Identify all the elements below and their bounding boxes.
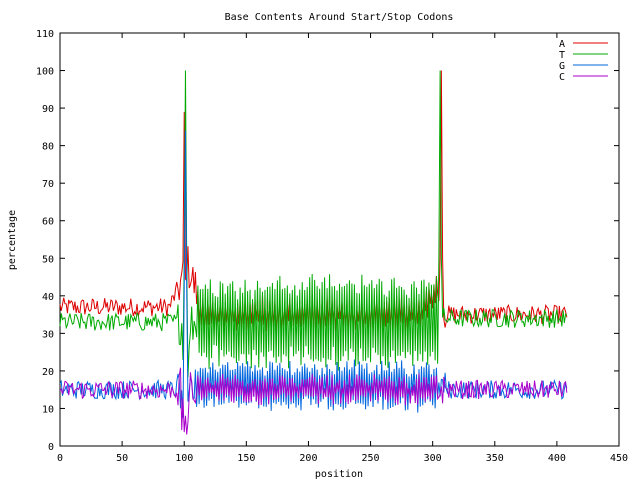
x-tick-label: 200: [299, 453, 317, 464]
y-tick-label: 70: [42, 179, 54, 190]
y-tick-label: 40: [42, 292, 54, 303]
x-tick-label: 150: [237, 453, 255, 464]
y-tick-label: 10: [42, 404, 54, 415]
x-tick-label: 400: [548, 453, 566, 464]
y-tick-label: 0: [48, 442, 54, 453]
legend-label-c: C: [559, 72, 565, 83]
x-tick-label: 350: [486, 453, 504, 464]
x-tick-label: 300: [424, 453, 442, 464]
x-tick-label: 0: [57, 453, 63, 464]
y-tick-label: 90: [42, 104, 54, 115]
x-tick-label: 50: [116, 453, 128, 464]
legend-label-a: A: [559, 39, 565, 50]
series-lines: [59, 70, 568, 435]
y-tick-label: 60: [42, 217, 54, 228]
plot-frame: [59, 32, 620, 447]
series-line-t: [59, 70, 568, 378]
x-tick-label: 450: [610, 453, 628, 464]
series-line-c: [59, 367, 568, 435]
legend-label-t: T: [559, 50, 565, 61]
y-tick-label: 30: [42, 329, 54, 340]
y-tick-label: 100: [36, 67, 54, 78]
axis-ticks: 0 50 100 150 200 250 300 350 400 450 0 10 20 30 40 50 60…: [36, 29, 628, 464]
y-tick-label: 110: [36, 29, 54, 40]
x-tick-label: 100: [175, 453, 193, 464]
series-line-a: [59, 70, 568, 335]
y-tick-label: 50: [42, 254, 54, 265]
y-axis-label: percentage: [7, 210, 18, 270]
x-tick-label: 250: [362, 453, 380, 464]
chart-title: Base Contents Around Start/Stop Codons: [225, 12, 454, 23]
y-tick-label: 20: [42, 367, 54, 378]
legend-label-g: G: [559, 61, 565, 72]
series-line-g: [59, 130, 568, 418]
x-axis-label: position: [315, 469, 363, 480]
y-tick-label: 80: [42, 142, 54, 153]
